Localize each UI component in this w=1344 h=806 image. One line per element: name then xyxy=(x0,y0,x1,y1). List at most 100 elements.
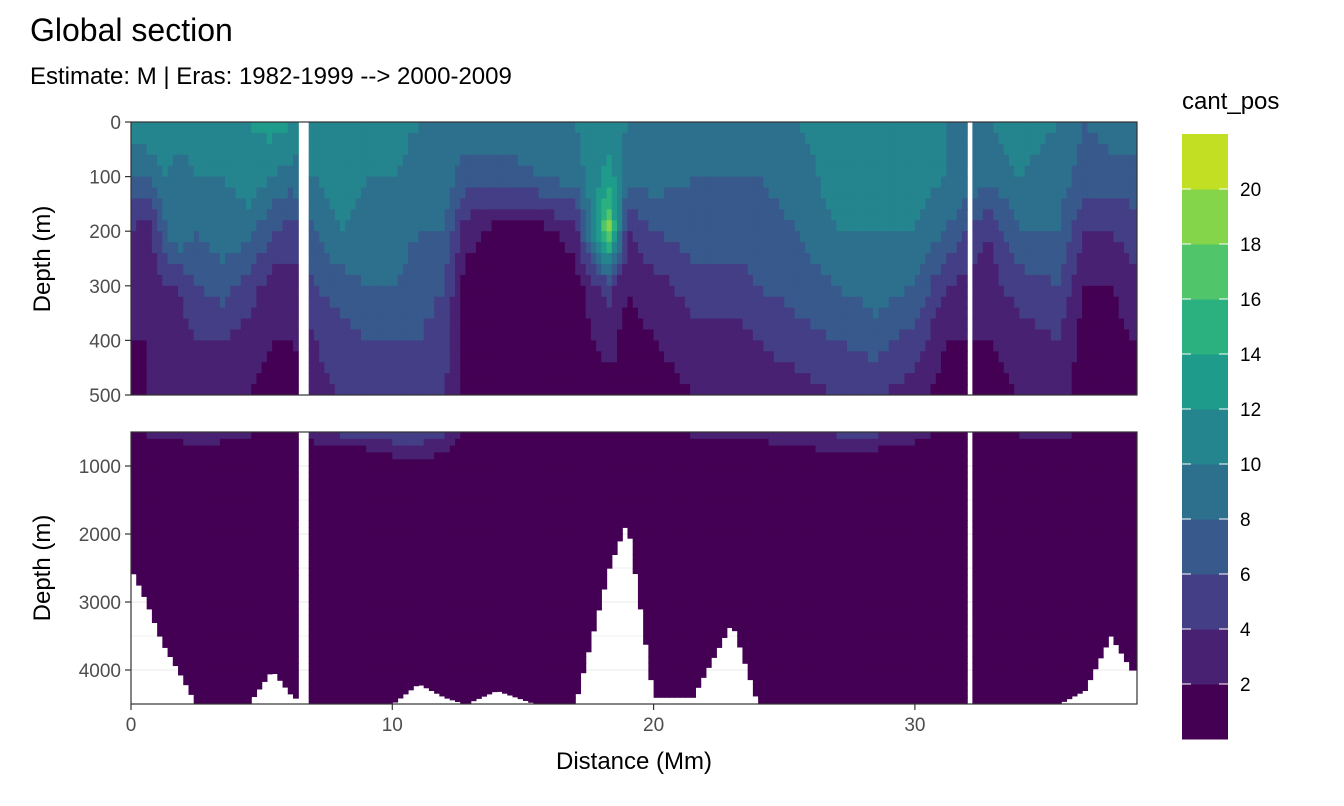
heatmap-cell xyxy=(1108,122,1115,134)
heatmap-cell xyxy=(146,242,153,254)
heatmap-cell xyxy=(721,242,728,254)
heatmap-cell xyxy=(752,384,759,395)
heatmap-cell xyxy=(439,340,446,352)
heatmap-cell xyxy=(904,340,911,352)
heatmap-cell xyxy=(653,154,660,167)
heatmap-cell xyxy=(528,362,534,374)
heatmap-cell xyxy=(951,384,958,395)
heatmap-cell xyxy=(209,351,216,363)
heatmap-cell xyxy=(669,274,676,287)
heatmap-cell xyxy=(883,318,890,331)
heatmap-cell xyxy=(1055,220,1062,232)
heatmap-cell xyxy=(225,209,231,221)
heatmap-cell xyxy=(653,132,660,145)
heatmap-cell xyxy=(653,307,660,320)
heatmap-cell xyxy=(925,187,932,200)
heatmap-cell xyxy=(256,362,263,374)
heatmap-cell xyxy=(653,340,660,352)
heatmap-cell xyxy=(470,329,477,341)
heatmap-cell xyxy=(167,554,174,562)
heatmap-cell xyxy=(470,242,477,254)
heatmap-cell xyxy=(935,340,942,352)
heatmap-cell xyxy=(909,176,916,189)
heatmap-cell xyxy=(131,568,137,575)
heatmap-cell xyxy=(235,231,242,243)
heatmap-cell xyxy=(611,340,618,352)
heatmap-cell xyxy=(930,154,937,167)
heatmap-cell xyxy=(428,384,435,395)
heatmap-cell xyxy=(564,296,571,309)
heatmap-cell xyxy=(329,154,336,167)
heatmap-cell xyxy=(345,263,352,276)
heatmap-cell xyxy=(867,143,874,156)
heatmap-cell xyxy=(794,329,801,341)
heatmap-cell xyxy=(721,220,728,232)
heatmap-cell xyxy=(167,122,174,134)
heatmap-cell xyxy=(883,176,890,189)
heatmap-cell xyxy=(1071,253,1078,265)
heatmap-cell xyxy=(820,198,827,210)
heatmap-cell xyxy=(601,154,608,167)
heatmap-cell xyxy=(204,154,210,167)
heatmap-cell xyxy=(350,307,357,320)
heatmap-cell xyxy=(684,296,691,309)
heatmap-cell xyxy=(1019,351,1026,363)
heatmap-cell xyxy=(606,362,613,374)
heatmap-cell xyxy=(146,486,153,494)
heatmap-cell xyxy=(716,253,723,265)
heatmap-cell xyxy=(596,242,602,254)
heatmap-cell xyxy=(240,296,247,309)
heatmap-cell xyxy=(183,209,190,221)
heatmap-cell xyxy=(1040,231,1047,243)
heatmap-cell xyxy=(993,187,1000,200)
heatmap-cell xyxy=(705,242,712,254)
heatmap-cell xyxy=(162,547,169,555)
heatmap-cell xyxy=(1118,242,1125,254)
heatmap-cell xyxy=(172,554,179,562)
heatmap-cell xyxy=(240,242,247,254)
heatmap-cell xyxy=(1087,274,1094,287)
heatmap-cell xyxy=(637,165,644,178)
heatmap-cell xyxy=(146,574,153,583)
heatmap-cell xyxy=(261,220,268,232)
heatmap-cell xyxy=(941,253,947,265)
heatmap-cell xyxy=(146,520,153,528)
heatmap-cell xyxy=(601,220,608,232)
heatmap-cell xyxy=(564,165,571,178)
heatmap-cell xyxy=(455,165,461,178)
heatmap-cell xyxy=(690,132,697,145)
heatmap-cell xyxy=(846,329,853,341)
heatmap-cell xyxy=(643,143,649,156)
heatmap-cell xyxy=(423,176,430,189)
heatmap-cell xyxy=(141,307,148,320)
heatmap-cell xyxy=(188,285,195,298)
heatmap-cell xyxy=(1118,132,1125,145)
heatmap-cell xyxy=(941,176,947,189)
heatmap-cell xyxy=(193,340,200,352)
heatmap-cell xyxy=(784,220,791,232)
heatmap-cell xyxy=(517,209,524,221)
heatmap-cell xyxy=(1087,263,1094,276)
heatmap-cell xyxy=(245,122,252,134)
heatmap-cell xyxy=(366,132,372,145)
heatmap-cell xyxy=(779,285,785,298)
heatmap-cell xyxy=(716,187,723,200)
heatmap-cell xyxy=(172,209,179,221)
heatmap-cell xyxy=(721,176,728,189)
heatmap-cell xyxy=(763,154,770,167)
heatmap-cell xyxy=(585,285,592,298)
heatmap-cell xyxy=(172,568,179,576)
heatmap-cell xyxy=(737,143,744,156)
heatmap-cell xyxy=(1071,340,1078,352)
heatmap-cell xyxy=(1123,253,1130,265)
heatmap-cell xyxy=(1024,307,1031,320)
heatmap-cell xyxy=(460,122,467,134)
heatmap-cell xyxy=(151,187,158,200)
heatmap-cell xyxy=(1134,165,1137,178)
heatmap-cell xyxy=(846,143,853,156)
heatmap-cell xyxy=(679,198,686,210)
heatmap-cell xyxy=(684,231,691,243)
heatmap-cell xyxy=(564,242,571,254)
heatmap-cell xyxy=(904,384,911,395)
heatmap-cell xyxy=(941,198,947,210)
